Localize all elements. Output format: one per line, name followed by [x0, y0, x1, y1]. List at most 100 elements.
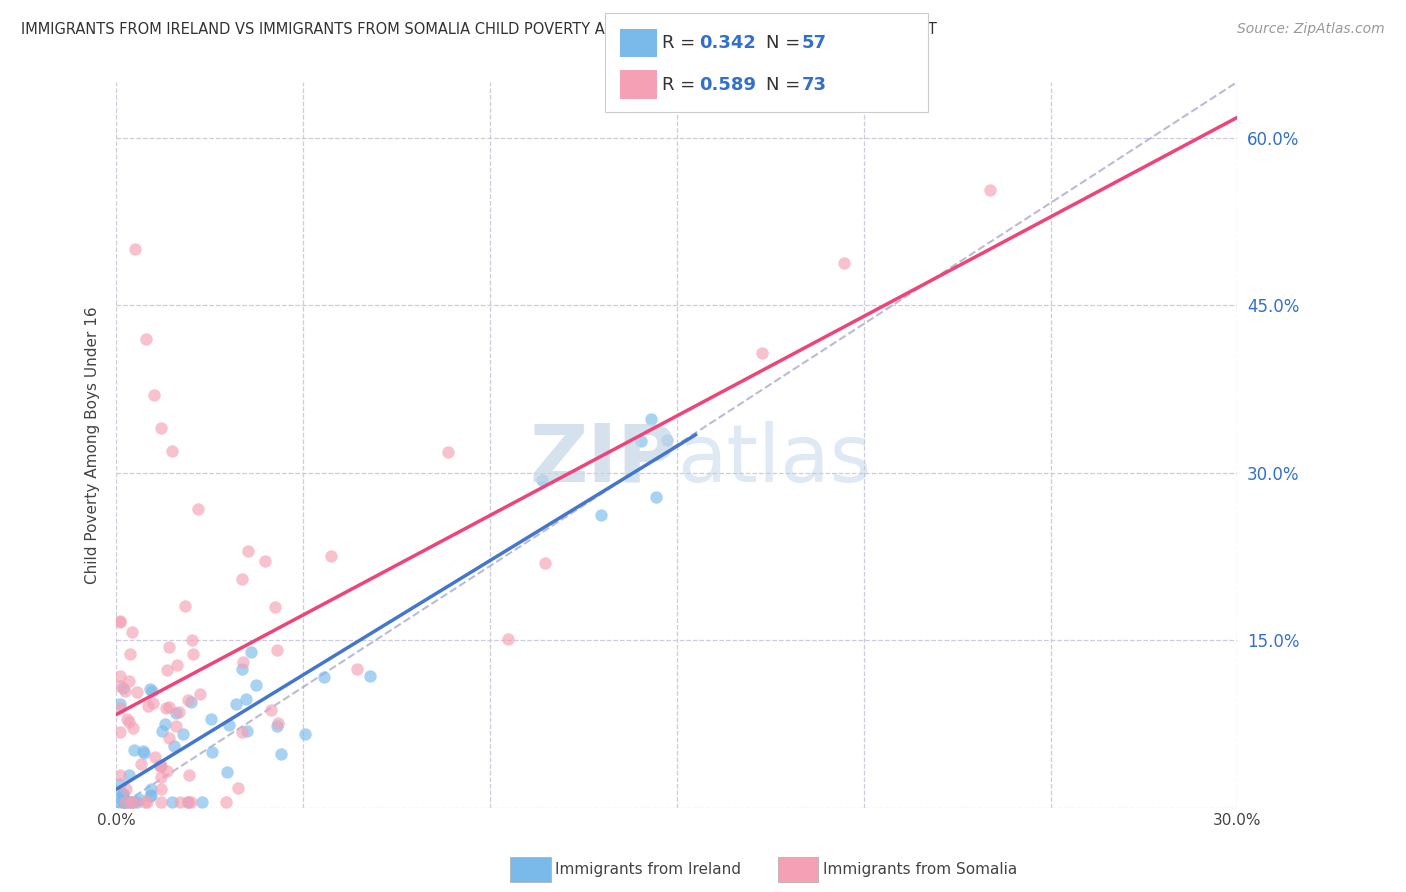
Text: 0.342: 0.342 — [699, 34, 755, 52]
Point — [112, 796, 135, 810]
Point — [150, 771, 173, 785]
Point — [263, 600, 285, 615]
Point — [155, 663, 177, 677]
Point — [118, 796, 141, 810]
Point — [200, 712, 222, 726]
Point — [136, 699, 159, 714]
Point — [266, 718, 288, 732]
Point — [157, 700, 180, 714]
Text: ZIP: ZIP — [530, 420, 676, 499]
Point — [108, 615, 131, 630]
Point — [179, 768, 201, 782]
Text: 73: 73 — [801, 76, 827, 94]
Point — [141, 684, 163, 698]
Point — [181, 648, 204, 662]
Text: N =: N = — [766, 34, 806, 52]
Point — [188, 688, 211, 702]
Point — [436, 444, 458, 458]
Text: Immigrants from Somalia: Immigrants from Somalia — [823, 863, 1017, 877]
Point — [260, 703, 283, 717]
Point — [132, 744, 155, 758]
Point — [180, 796, 202, 810]
Point — [108, 679, 131, 693]
Point — [134, 796, 156, 810]
Point — [118, 714, 141, 729]
Point — [135, 332, 157, 346]
Point — [156, 764, 179, 779]
Point — [167, 706, 190, 720]
Point — [112, 681, 135, 696]
Point — [122, 796, 145, 810]
Point — [149, 759, 172, 773]
Point — [114, 796, 136, 810]
Point — [118, 796, 141, 810]
Point — [149, 758, 172, 772]
Point — [108, 777, 131, 791]
Point — [236, 723, 259, 738]
Point — [141, 788, 163, 802]
Point — [114, 796, 136, 810]
Point — [111, 787, 134, 801]
Point — [157, 640, 180, 655]
Point — [176, 693, 198, 707]
Point — [201, 745, 224, 759]
Point — [139, 681, 162, 696]
Point — [232, 655, 254, 669]
Point — [162, 443, 184, 458]
Text: R =: R = — [662, 76, 702, 94]
Text: IMMIGRANTS FROM IRELAND VS IMMIGRANTS FROM SOMALIA CHILD POVERTY AMONG BOYS UNDE: IMMIGRANTS FROM IRELAND VS IMMIGRANTS FR… — [21, 22, 936, 37]
Text: R =: R = — [662, 34, 702, 52]
Point — [177, 796, 200, 810]
Point — [534, 556, 557, 570]
Point — [136, 796, 159, 810]
Point — [191, 796, 214, 810]
Point — [108, 768, 131, 782]
Point — [591, 508, 613, 523]
Point — [180, 695, 202, 709]
Point — [150, 723, 173, 738]
Point — [165, 706, 187, 720]
Point — [832, 255, 855, 269]
Point — [235, 692, 257, 706]
Point — [122, 796, 145, 810]
Point — [231, 725, 253, 739]
Point — [181, 633, 204, 648]
Point — [245, 678, 267, 692]
Point — [630, 434, 652, 448]
Point — [122, 743, 145, 757]
Point — [312, 670, 335, 684]
Point — [640, 412, 662, 426]
Point — [108, 615, 131, 629]
Point — [165, 719, 187, 733]
Point — [121, 625, 143, 640]
Point — [346, 662, 368, 676]
Point — [108, 669, 131, 683]
Text: 57: 57 — [801, 34, 827, 52]
Point — [108, 796, 131, 810]
Point — [118, 767, 141, 781]
Point — [270, 747, 292, 761]
Point — [108, 791, 131, 805]
Point — [172, 726, 194, 740]
Point — [129, 756, 152, 771]
Point — [217, 765, 239, 780]
Point — [118, 673, 141, 688]
Point — [114, 796, 136, 810]
Point — [142, 388, 165, 402]
Point — [751, 346, 773, 360]
Point — [173, 599, 195, 613]
Point — [124, 243, 146, 257]
Point — [166, 658, 188, 673]
Point — [253, 554, 276, 568]
Point — [150, 421, 173, 435]
Text: 0.589: 0.589 — [699, 76, 756, 94]
Point — [187, 502, 209, 516]
Point — [225, 698, 247, 712]
Point — [150, 782, 173, 797]
Point — [645, 490, 668, 504]
Point — [496, 632, 519, 647]
Point — [530, 473, 553, 487]
Point — [108, 701, 131, 715]
Point — [143, 749, 166, 764]
Point — [142, 696, 165, 710]
